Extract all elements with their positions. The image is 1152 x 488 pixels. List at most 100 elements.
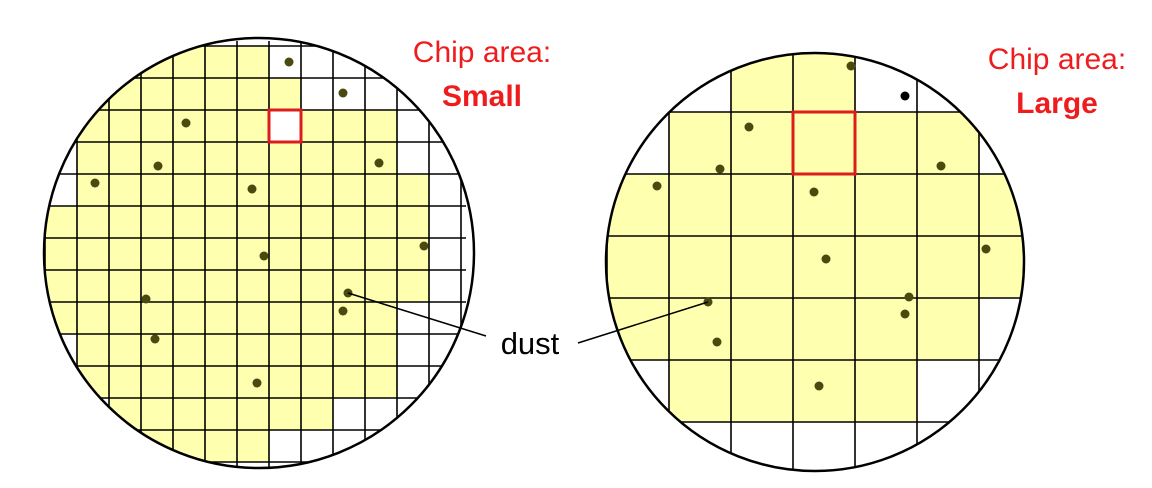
small-good-chip <box>45 206 77 238</box>
small-good-chip <box>365 334 397 366</box>
large-highlighted-chip <box>791 110 857 176</box>
large-good-chip <box>793 174 855 236</box>
small-good-chip <box>173 270 205 302</box>
small-good-chip <box>365 238 397 270</box>
dust-particle <box>284 57 294 67</box>
small-good-chip <box>109 142 141 174</box>
dust-label: dust <box>500 326 560 361</box>
large-good-chip <box>979 174 1024 236</box>
dust-particle <box>150 334 160 344</box>
small-good-chip <box>141 302 173 334</box>
large-good-chip <box>731 360 793 422</box>
small-good-chip <box>109 366 141 398</box>
small-good-chip <box>109 334 141 366</box>
dust-particle <box>904 292 914 302</box>
dust-particle <box>419 241 429 251</box>
small-good-chip <box>109 238 141 270</box>
small-good-chip <box>205 174 237 206</box>
small-good-chip <box>141 238 173 270</box>
large-good-chip <box>731 298 793 360</box>
small-good-chip <box>141 398 173 430</box>
small-good-chip <box>301 142 333 174</box>
small-good-chip <box>301 398 333 430</box>
small-good-chip <box>237 430 269 462</box>
large-good-chip <box>669 298 731 360</box>
small-good-chip <box>237 46 269 78</box>
large-good-chip <box>731 174 793 236</box>
large-good-chip <box>669 236 731 298</box>
small-good-chip <box>365 206 397 238</box>
dust-particle <box>181 118 191 128</box>
wafer-large-outline <box>604 51 1026 473</box>
dust-particle <box>374 158 384 168</box>
small-good-chip <box>397 174 429 206</box>
small-good-chip <box>205 334 237 366</box>
dust-particle <box>252 378 262 388</box>
large-good-chip <box>793 298 855 360</box>
small-good-chip <box>141 174 173 206</box>
small-good-chip <box>301 334 333 366</box>
small-good-chip <box>173 78 205 110</box>
small-good-chip <box>205 238 237 270</box>
small-good-chip <box>205 398 237 430</box>
small-good-chip <box>333 142 365 174</box>
small-good-chip <box>269 398 301 430</box>
small-good-chip <box>269 302 301 334</box>
small-good-chip <box>45 270 77 302</box>
small-good-chip <box>333 334 365 366</box>
small-good-chip <box>269 206 301 238</box>
small-good-chip <box>333 206 365 238</box>
dust-pointer-small <box>347 292 487 337</box>
small-good-chip <box>205 430 237 462</box>
small-good-chip <box>77 366 109 398</box>
small-good-chip <box>205 110 237 142</box>
small-good-chip <box>173 174 205 206</box>
small-good-chip <box>237 302 269 334</box>
small-good-chip <box>269 334 301 366</box>
small-good-chip <box>109 270 141 302</box>
large-good-chip <box>669 112 731 174</box>
small-good-chip <box>205 46 237 78</box>
small-good-chip <box>173 334 205 366</box>
dust-particle <box>247 184 257 194</box>
small-good-chip <box>141 206 173 238</box>
small-good-chip <box>301 110 333 142</box>
dust-particle <box>338 306 348 316</box>
small-good-chip <box>269 142 301 174</box>
small-chip-area-label: Small <box>441 80 523 113</box>
small-chip-area-title: Chip area: <box>412 36 552 69</box>
small-good-chip <box>109 46 141 78</box>
small-good-chip <box>269 174 301 206</box>
large-good-chip <box>917 298 979 360</box>
large-good-chip <box>917 174 979 236</box>
dust-particle <box>809 187 819 197</box>
large-good-chip <box>793 360 855 422</box>
small-good-chip <box>109 206 141 238</box>
small-good-chip <box>205 206 237 238</box>
small-good-chip <box>269 78 301 110</box>
dust-particle <box>981 244 991 254</box>
small-good-chip <box>237 206 269 238</box>
small-good-chip <box>109 398 141 430</box>
small-good-chip <box>173 206 205 238</box>
dust-particle <box>744 122 754 132</box>
dust-particle <box>153 161 163 171</box>
large-good-chip <box>855 236 917 298</box>
large-good-chip <box>731 236 793 298</box>
dust-particle <box>936 161 946 171</box>
small-good-chip <box>45 238 77 270</box>
dust-particle <box>259 251 269 261</box>
dust-particle <box>90 178 100 188</box>
small-good-chip <box>333 302 365 334</box>
small-good-chip <box>365 366 397 398</box>
large-good-chip <box>793 236 855 298</box>
small-good-chip <box>237 270 269 302</box>
large-good-chip <box>793 112 855 174</box>
dust-particle <box>814 381 824 391</box>
dust-particle <box>712 337 722 347</box>
large-good-chip <box>669 174 731 236</box>
small-good-chip <box>301 238 333 270</box>
small-good-chip <box>237 334 269 366</box>
